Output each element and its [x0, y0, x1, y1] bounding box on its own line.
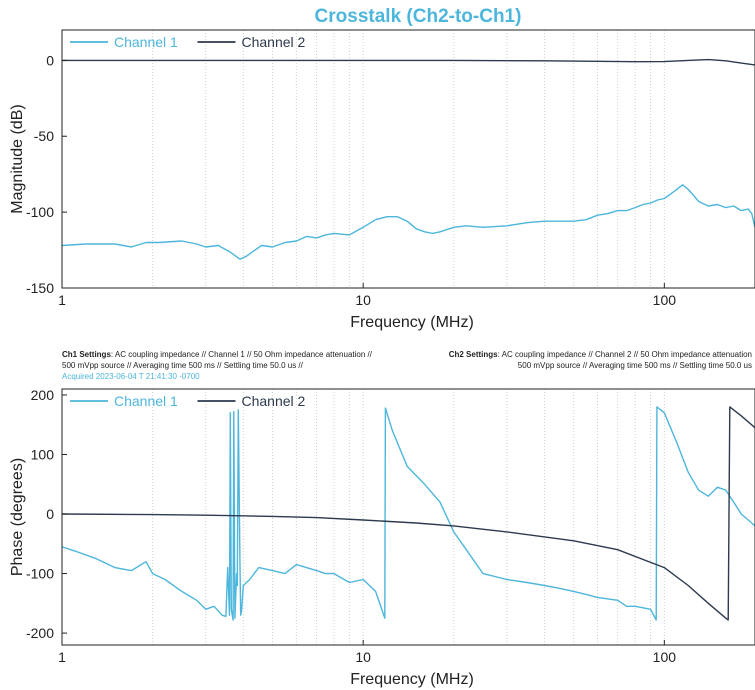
ch1-settings-line-2: 500 mVpp source // Averaging time 500 ms… — [62, 361, 304, 370]
phase-y-axis-label: Phase (degrees) — [9, 458, 26, 576]
y-tick-label: 0 — [46, 506, 54, 522]
ch2-settings-text-1: : AC coupling impedance // Channel 2 // … — [498, 350, 752, 359]
ch2-settings-label: Ch2 Settings — [449, 350, 498, 359]
phase-series — [62, 406, 755, 621]
y-tick-label: -100 — [26, 566, 54, 582]
ch1-acquired-timestamp: Acquired 2023-06-04 T 21:41:30 -0700 — [62, 372, 200, 381]
x-tick-label: 10 — [355, 649, 371, 665]
series-line-channel-1 — [62, 406, 755, 621]
x-tick-label: 1 — [58, 649, 66, 665]
x-tick-label: 100 — [653, 649, 677, 665]
ch2-settings-line-2: 500 mVpp source // Averaging time 500 ms… — [518, 361, 752, 370]
phase-plot: 1 10 100 200 100 0 -100 -200 Frequency (MHz) Ph… — [9, 387, 755, 688]
chart-title: Crosstalk (Ch2-to-Ch1) — [315, 6, 522, 27]
magnitude-ticks: 1 10 100 0 -50 -100 -150 — [26, 52, 676, 308]
legend-label-channel-2: Channel 2 — [242, 34, 306, 50]
magnitude-x-axis-label: Frequency (MHz) — [350, 314, 474, 331]
magnitude-plot-frame — [61, 29, 755, 289]
legend-label-channel-1: Channel 1 — [114, 34, 178, 50]
series-line-channel-2 — [62, 58, 755, 66]
series-line-channel-1 — [62, 184, 755, 260]
x-tick-label: 10 — [355, 292, 371, 308]
magnitude-grid — [152, 30, 665, 288]
legend-label-channel-1: Channel 1 — [114, 393, 178, 409]
phase-legend: Channel 1 Channel 2 — [70, 393, 306, 409]
y-tick-label: 200 — [31, 387, 55, 403]
ch1-settings-label: Ch1 Settings — [62, 350, 111, 359]
phase-plot-frame — [61, 388, 755, 646]
y-tick-label: -100 — [26, 204, 54, 220]
phase-x-axis-label: Frequency (MHz) — [350, 671, 474, 688]
ch2-settings-line-1: Ch2 Settings: AC coupling impedance // C… — [449, 350, 752, 359]
y-tick-label: -200 — [26, 625, 54, 641]
settings-block: Ch1 Settings: AC coupling impedance // C… — [62, 350, 752, 381]
y-tick-label: 0 — [46, 52, 54, 68]
magnitude-y-axis-label: Magnitude (dB) — [9, 104, 26, 213]
y-tick-label: 100 — [31, 446, 55, 462]
magnitude-legend: Channel 1 Channel 2 — [70, 34, 306, 50]
legend-label-channel-2: Channel 2 — [242, 393, 306, 409]
series-line-channel-2 — [62, 406, 755, 621]
y-tick-label: -50 — [34, 128, 54, 144]
x-tick-label: 100 — [653, 292, 677, 308]
ch1-settings-text-1: : AC coupling impedance // Channel 1 // … — [111, 350, 373, 359]
magnitude-series — [62, 58, 755, 260]
y-tick-label: -150 — [26, 280, 54, 296]
ch1-settings-line-1: Ch1 Settings: AC coupling impedance // C… — [62, 350, 373, 359]
magnitude-plot: 1 10 100 0 -50 -100 -150 Frequency (MHz) Magni… — [9, 29, 755, 331]
phase-ticks: 1 10 100 200 100 0 -100 -200 — [26, 387, 676, 665]
x-tick-label: 1 — [58, 292, 66, 308]
phase-grid — [152, 389, 665, 645]
